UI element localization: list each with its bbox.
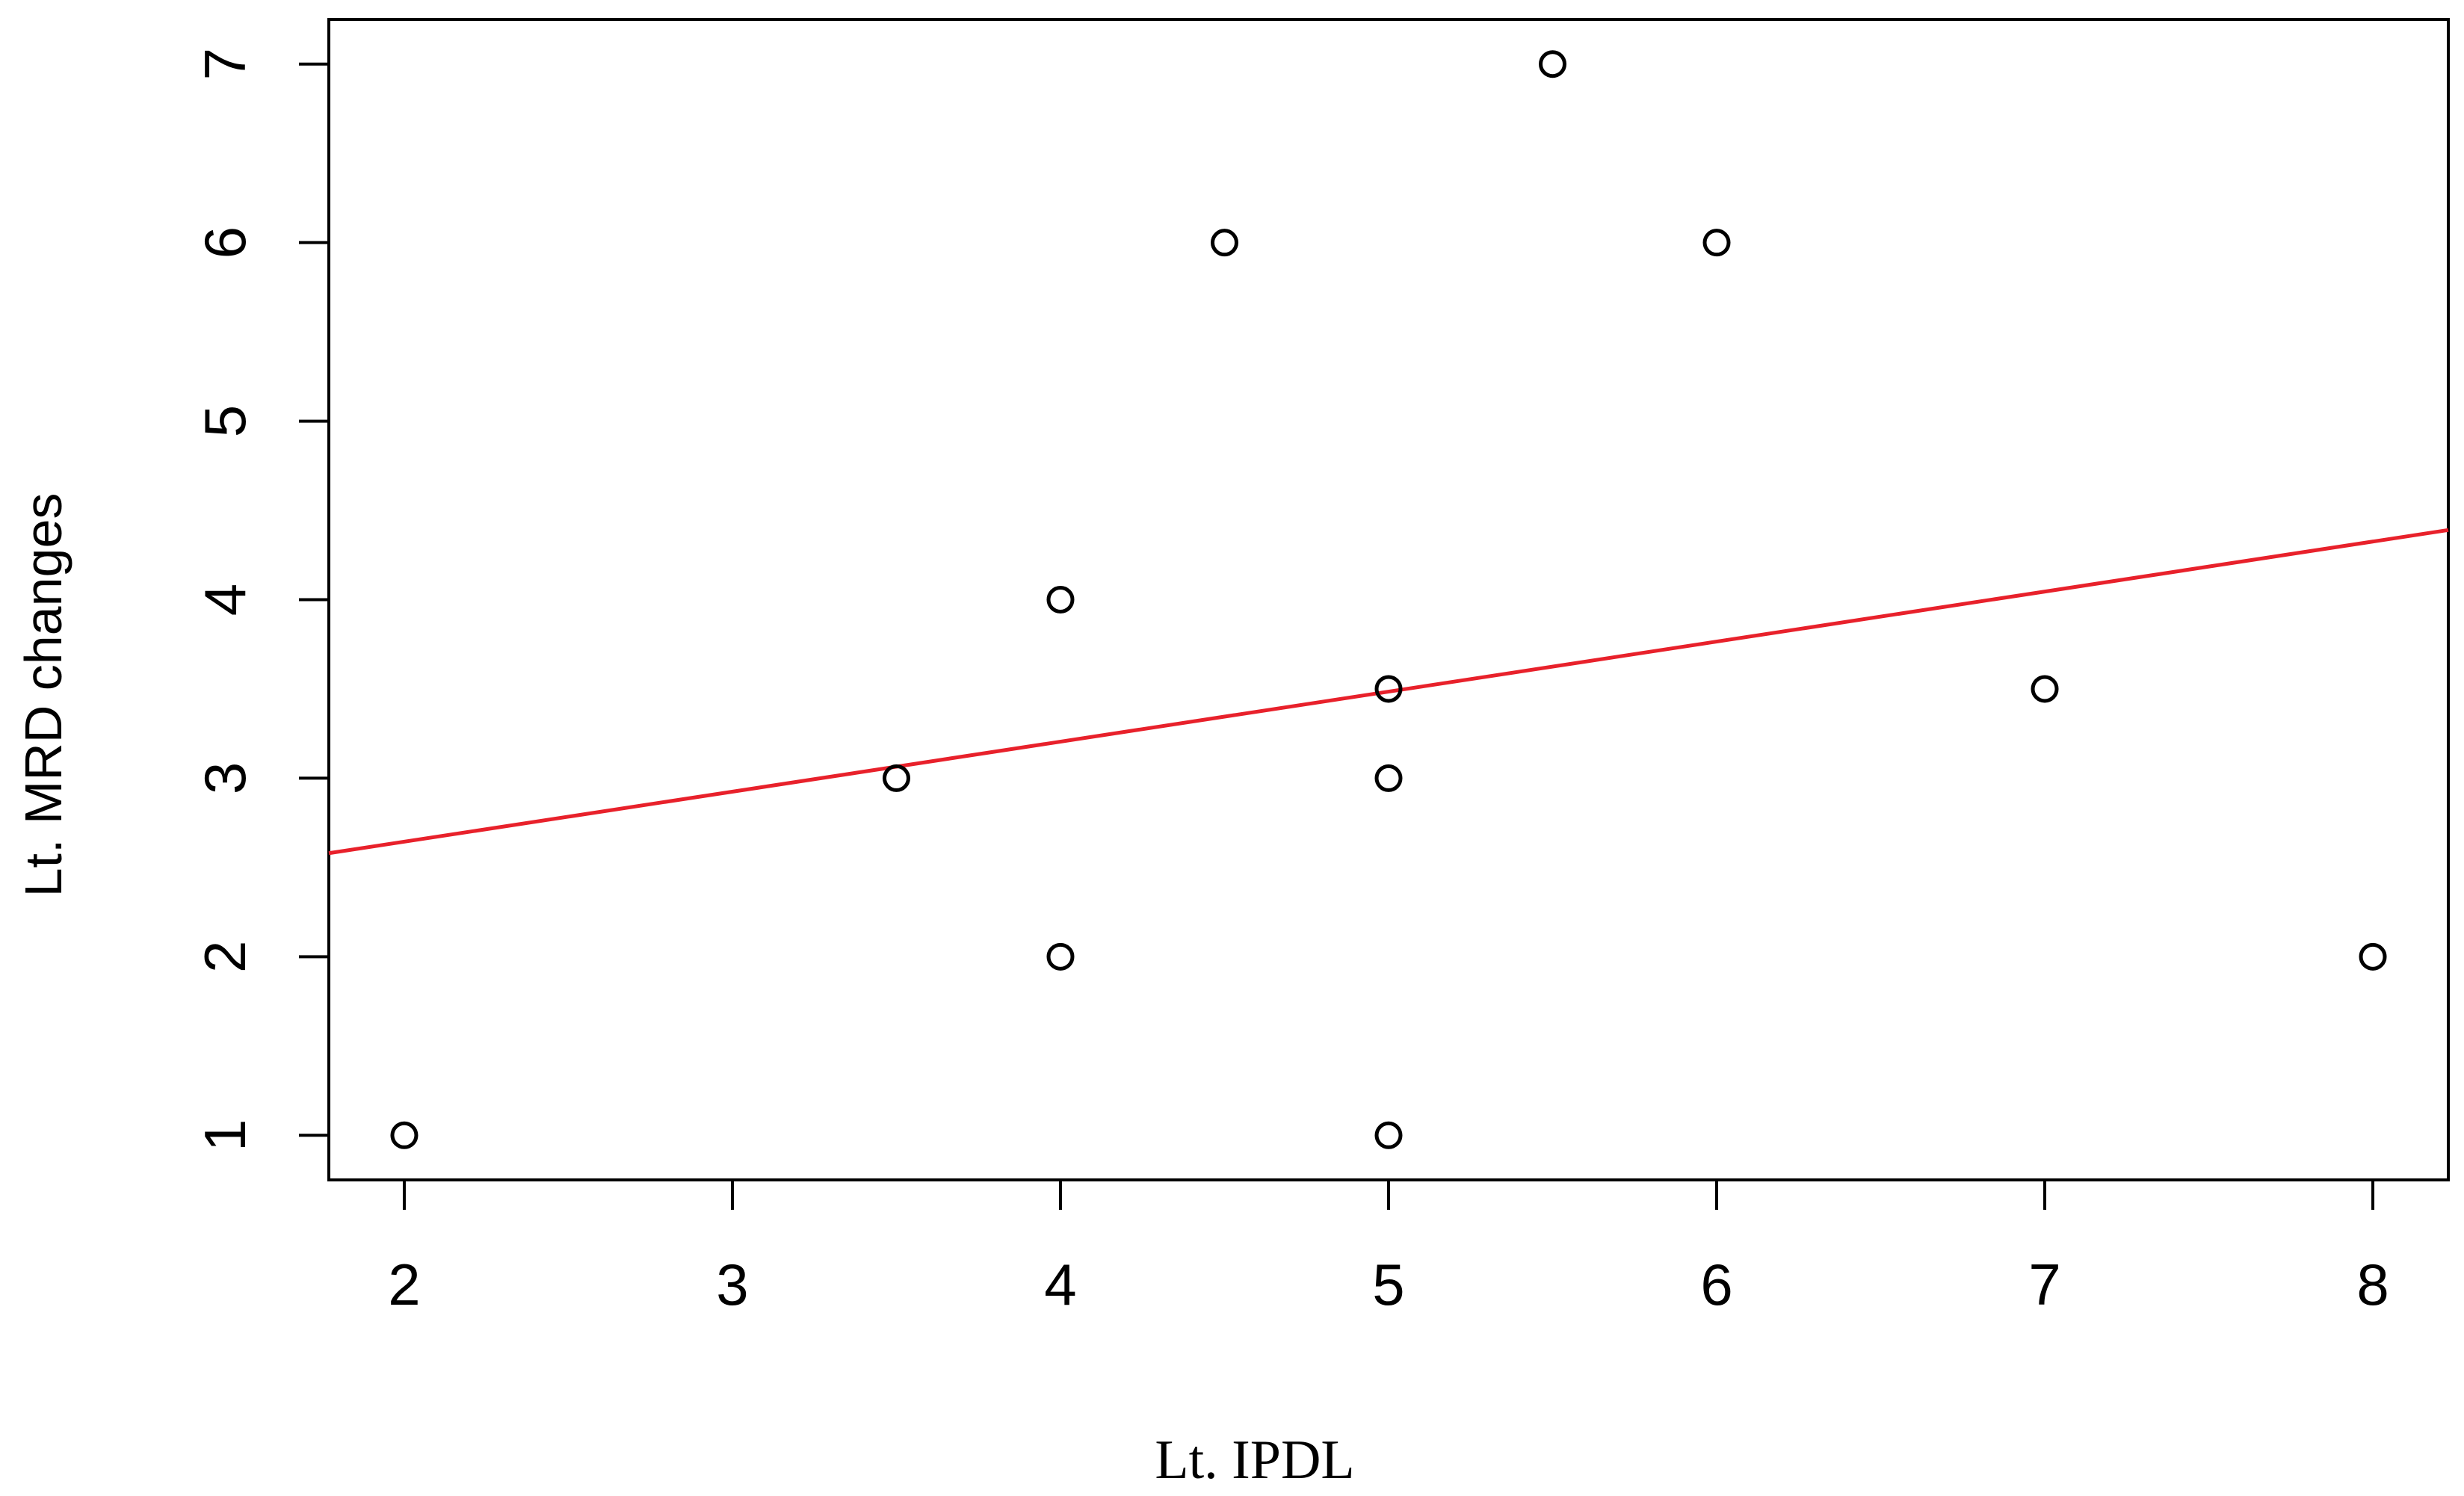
x-tick-label: 3 (716, 1252, 748, 1317)
data-point (390, 1121, 419, 1149)
data-points (390, 50, 2387, 1149)
y-axis-label: Lt. MRD changes (14, 493, 72, 897)
y-tick-label: 4 (192, 584, 258, 616)
data-point (1702, 229, 1731, 257)
plot-frame (327, 18, 2450, 1181)
data-point (882, 764, 910, 792)
trend-line (328, 528, 2449, 856)
x-tick-label: 5 (1372, 1252, 1404, 1317)
x-axis-label: Lt. IPDL (1155, 1429, 1354, 1491)
y-tick-label: 5 (192, 405, 258, 437)
x-tick-label: 6 (1700, 1252, 1732, 1317)
data-point (1046, 586, 1075, 613)
x-tick-label: 4 (1044, 1252, 1076, 1317)
x-tick-label: 7 (2028, 1252, 2060, 1317)
y-tick-label: 3 (192, 762, 258, 794)
y-tick-label: 7 (192, 48, 258, 80)
data-point (1374, 1121, 1403, 1149)
data-point (2359, 942, 2387, 971)
data-point (1210, 229, 1238, 257)
x-axis: 2 3 4 5 6 7 8 (388, 1178, 2389, 1317)
data-point (1374, 764, 1403, 792)
y-axis: 1 2 3 4 5 6 7 (192, 48, 330, 1152)
data-point (1374, 675, 1403, 703)
y-tick-label: 6 (192, 226, 258, 259)
y-tick-label: 1 (192, 1119, 258, 1152)
data-point (1046, 942, 1075, 971)
x-tick-label: 2 (388, 1252, 420, 1317)
x-tick-label: 8 (2356, 1252, 2389, 1317)
y-tick-label: 2 (192, 941, 258, 973)
data-point (2031, 675, 2059, 703)
data-point (1539, 50, 1567, 78)
